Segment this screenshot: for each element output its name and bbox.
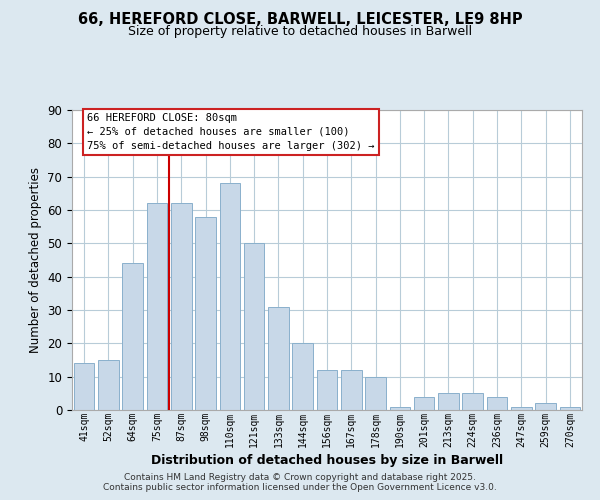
Bar	[511, 406, 532, 410]
Text: Size of property relative to detached houses in Barwell: Size of property relative to detached ho…	[128, 25, 472, 38]
Bar	[414, 396, 434, 410]
Bar	[195, 216, 216, 410]
Bar	[365, 376, 386, 410]
Bar	[171, 204, 191, 410]
Bar	[146, 204, 167, 410]
Text: 66, HEREFORD CLOSE, BARWELL, LEICESTER, LE9 8HP: 66, HEREFORD CLOSE, BARWELL, LEICESTER, …	[77, 12, 523, 28]
Bar	[244, 244, 265, 410]
Bar	[122, 264, 143, 410]
Bar	[560, 406, 580, 410]
Text: 66 HEREFORD CLOSE: 80sqm
← 25% of detached houses are smaller (100)
75% of semi-: 66 HEREFORD CLOSE: 80sqm ← 25% of detach…	[88, 113, 375, 151]
Bar	[389, 406, 410, 410]
Bar	[98, 360, 119, 410]
Bar	[268, 306, 289, 410]
Bar	[438, 394, 459, 410]
Text: Contains HM Land Registry data © Crown copyright and database right 2025.: Contains HM Land Registry data © Crown c…	[124, 472, 476, 482]
Bar	[535, 404, 556, 410]
Bar	[74, 364, 94, 410]
Bar	[341, 370, 362, 410]
Bar	[463, 394, 483, 410]
Bar	[220, 184, 240, 410]
Bar	[317, 370, 337, 410]
Bar	[487, 396, 508, 410]
Y-axis label: Number of detached properties: Number of detached properties	[29, 167, 42, 353]
X-axis label: Distribution of detached houses by size in Barwell: Distribution of detached houses by size …	[151, 454, 503, 466]
Text: Contains public sector information licensed under the Open Government Licence v3: Contains public sector information licen…	[103, 484, 497, 492]
Bar	[292, 344, 313, 410]
